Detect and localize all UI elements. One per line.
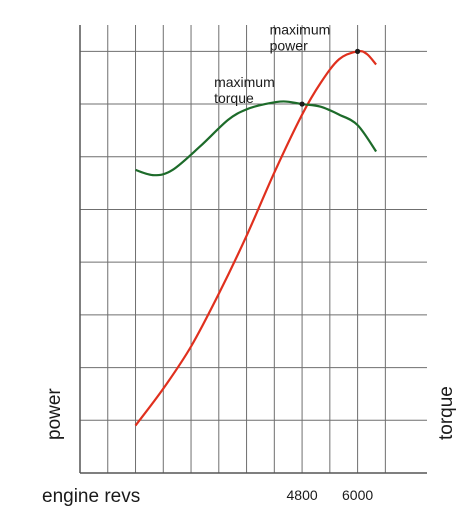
- torque-line: [135, 100, 378, 177]
- x-tick-label: 6000: [342, 487, 373, 503]
- y-axis-label-right: torque: [436, 386, 457, 440]
- x-tick-label: 4800: [287, 487, 318, 503]
- y-axis-label-left: power: [44, 388, 65, 440]
- max_power-label-line-2: power: [270, 37, 308, 53]
- x-axis-label: engine revs: [42, 486, 140, 507]
- chart-grid: 4800 6000: [79, 25, 427, 503]
- max_power-marker: [355, 48, 361, 54]
- chart-series: [134, 49, 378, 427]
- max_torque-label-line-1: maximum: [214, 74, 275, 90]
- max_torque-label-line-2: torque: [214, 90, 254, 106]
- max_power-label-line-1: maximum: [270, 21, 331, 37]
- max_torque-marker: [299, 101, 305, 107]
